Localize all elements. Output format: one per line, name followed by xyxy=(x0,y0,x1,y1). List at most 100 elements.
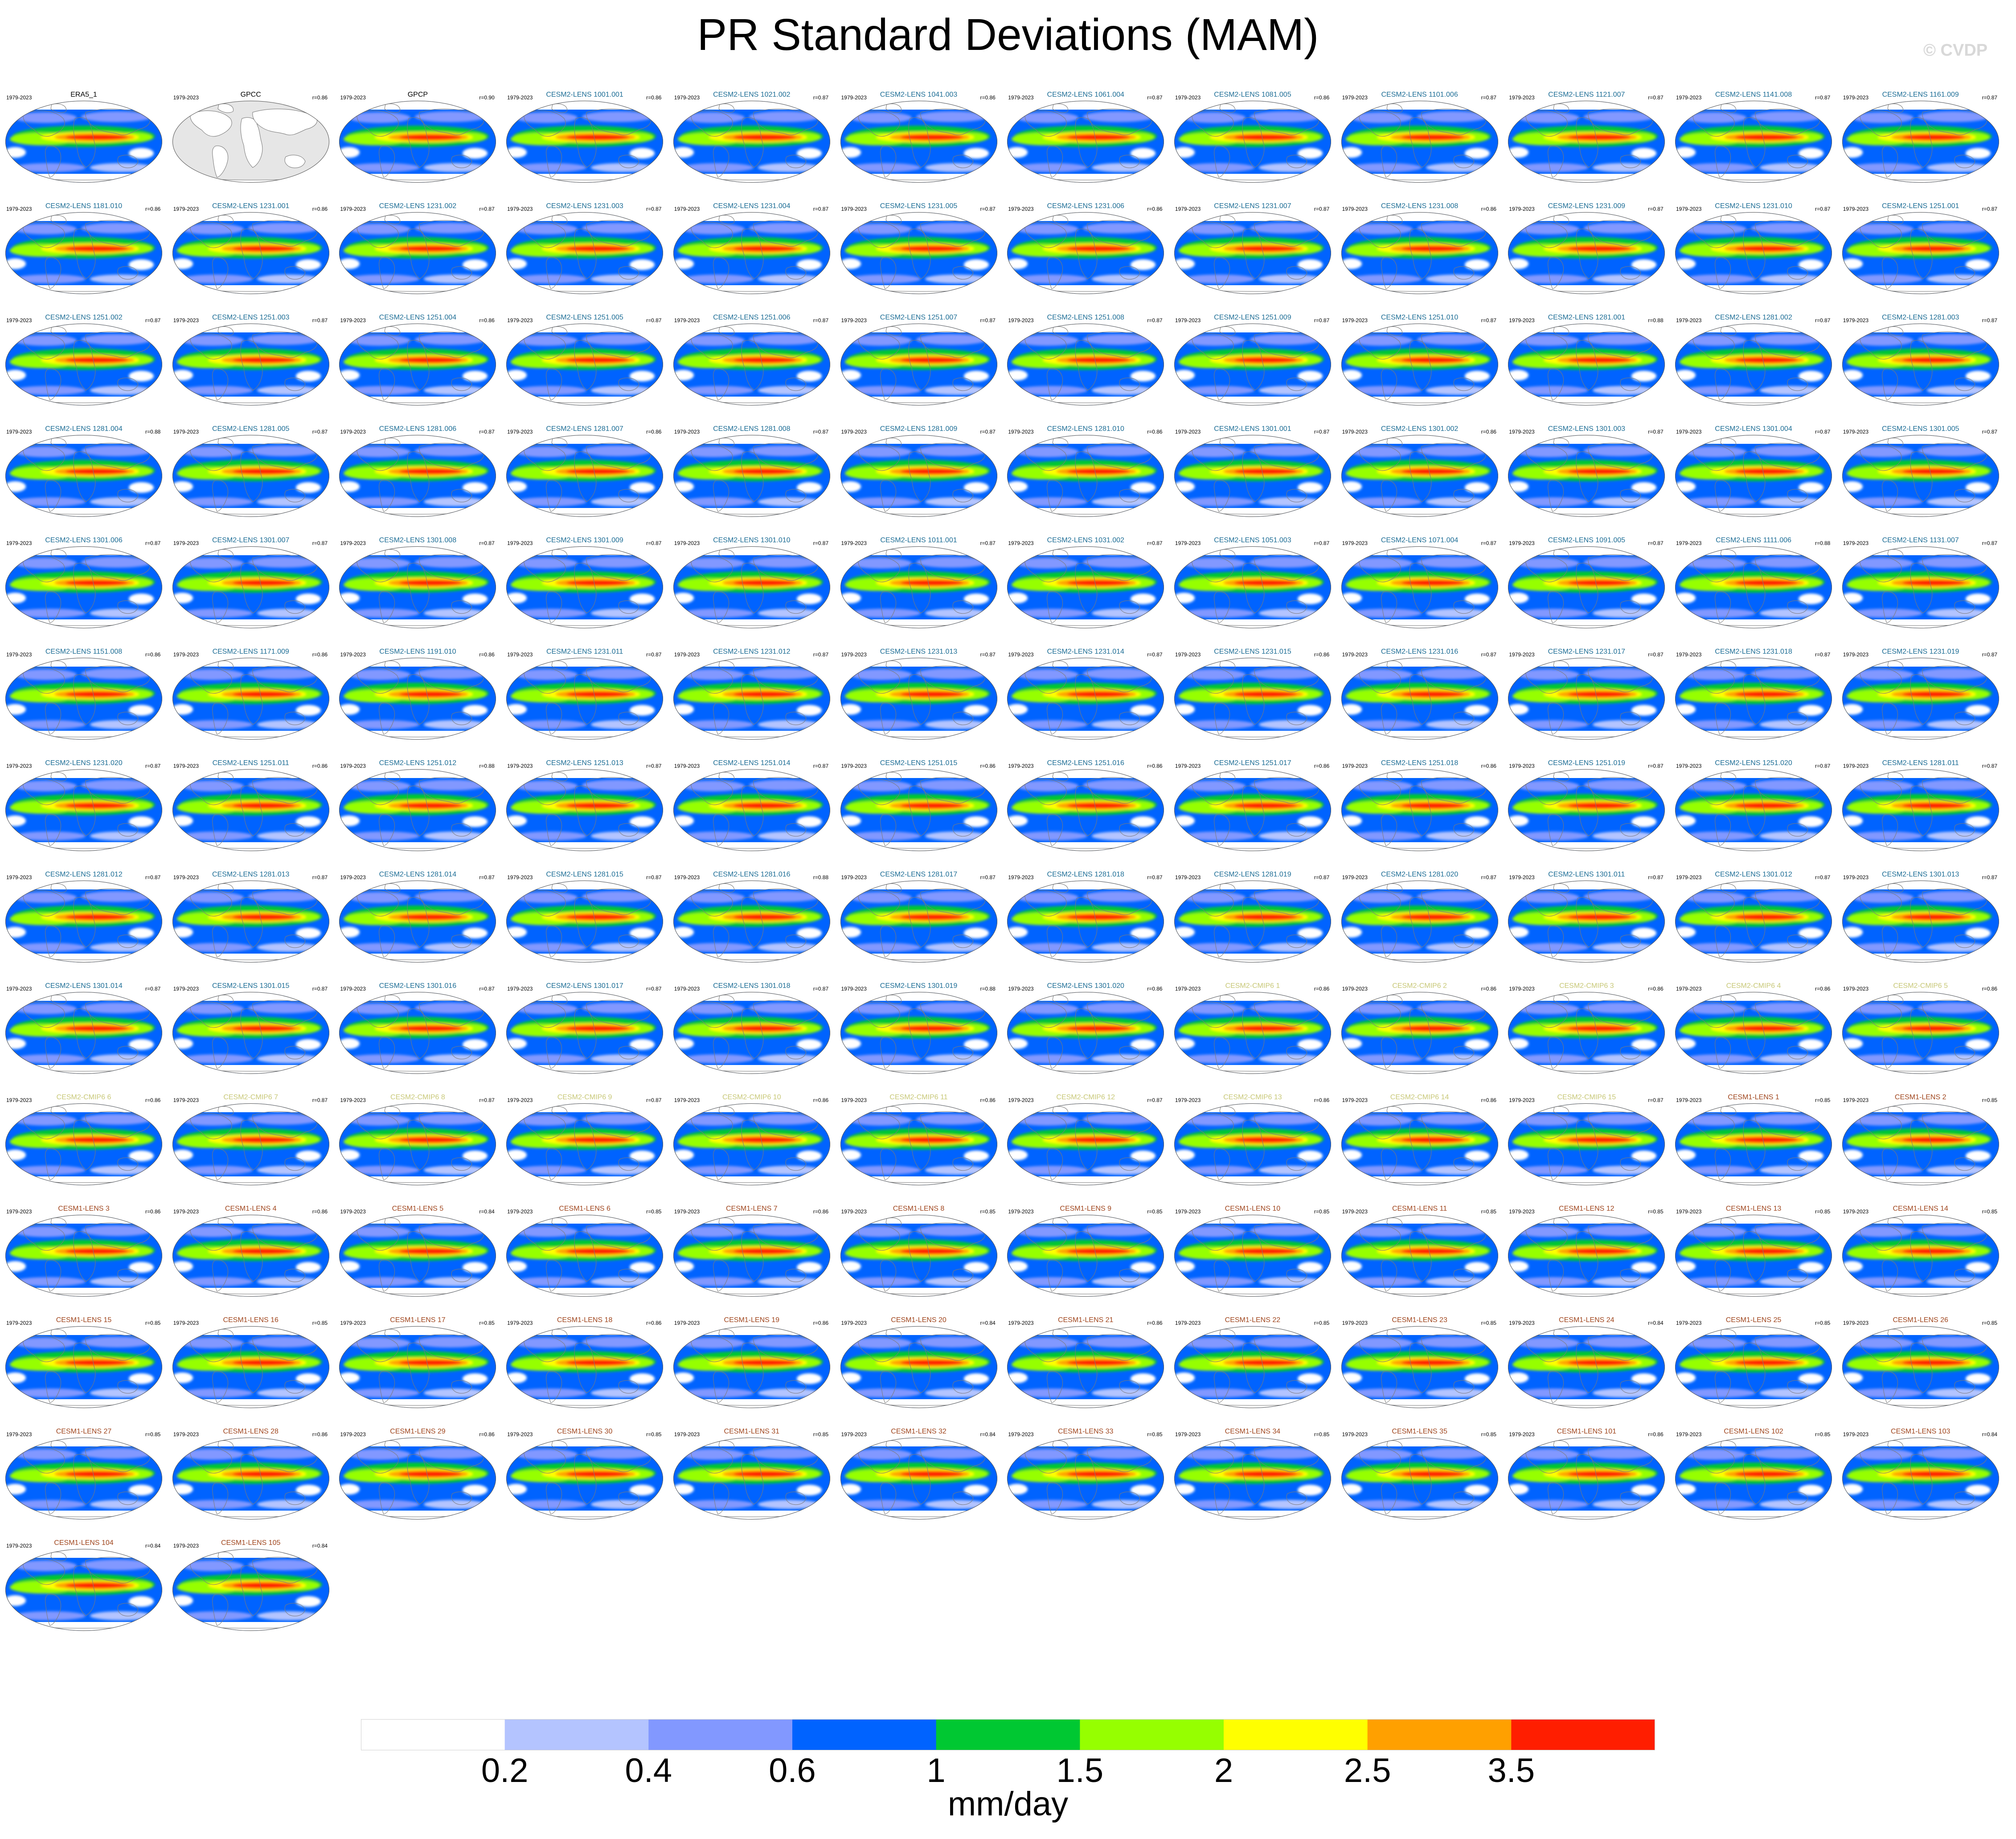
panel-correlation: r=0.86 xyxy=(1147,206,1163,212)
map-panel: 1979-2023 CESM1-LENS 104 r=0.84 xyxy=(1,1538,167,1643)
map-panel: 1979-2023 CESM2-LENS 1251.001 r=0.87 xyxy=(1838,201,2004,307)
colorbar-tick-label: 0.4 xyxy=(625,1752,672,1790)
world-map xyxy=(339,1326,496,1408)
panel-period: 1979-2023 xyxy=(841,206,867,212)
panel-period: 1979-2023 xyxy=(1342,1320,1368,1326)
panel-title: CESM2-LENS 1281.007 xyxy=(546,425,623,433)
world-map xyxy=(172,1326,329,1408)
world-map xyxy=(1675,658,1832,740)
panel-title: CESM1-LENS 26 xyxy=(1893,1316,1948,1324)
world-map xyxy=(1842,769,1999,851)
panel-title: CESM1-LENS 11 xyxy=(1392,1205,1447,1212)
panel-correlation: r=0.87 xyxy=(646,317,662,324)
panel-period: 1979-2023 xyxy=(1175,540,1201,546)
panel-period: 1979-2023 xyxy=(674,874,700,881)
panel-title: CESM2-LENS 1231.008 xyxy=(1381,202,1459,210)
panel-correlation: r=0.87 xyxy=(1815,94,1831,101)
map-panel: 1979-2023 CESM2-LENS 1251.017 r=0.86 xyxy=(1170,758,1336,864)
world-map xyxy=(1675,1103,1832,1185)
panel-title: CESM2-LENS 1011.001 xyxy=(880,537,957,544)
world-map xyxy=(1508,1438,1665,1520)
colorbar-tick-label: 3.5 xyxy=(1487,1752,1535,1790)
map-panel: 1979-2023 CESM2-LENS 1231.014 r=0.87 xyxy=(1003,647,1168,752)
panel-title: CESM2-LENS 1301.001 xyxy=(1214,425,1291,433)
world-map xyxy=(506,881,664,963)
map-panel: 1979-2023 CESM2-LENS 1081.005 r=0.86 xyxy=(1170,90,1336,195)
world-map xyxy=(1007,1103,1164,1185)
panel-period: 1979-2023 xyxy=(340,651,366,658)
panel-title: CESM2-LENS 1251.017 xyxy=(1214,759,1291,767)
panel-title: CESM2-LENS 1281.012 xyxy=(45,871,123,878)
panel-correlation: r=0.88 xyxy=(1815,540,1831,546)
map-panel: 1979-2023 CESM2-LENS 1281.010 r=0.86 xyxy=(1003,424,1168,529)
world-map xyxy=(673,546,830,628)
panel-period: 1979-2023 xyxy=(674,317,700,324)
map-panel: 1979-2023 CESM2-LENS 1301.018 r=0.87 xyxy=(669,981,835,1086)
map-panel: 1979-2023 CESM2-CMIP6 1 r=0.86 xyxy=(1170,981,1336,1086)
world-map xyxy=(339,881,496,963)
panel-period: 1979-2023 xyxy=(1676,94,1702,101)
map-panel: 1979-2023 CESM1-LENS 4 r=0.86 xyxy=(168,1204,334,1309)
panel-correlation: r=0.84 xyxy=(479,1208,495,1215)
world-map xyxy=(1174,546,1331,628)
panel-period: 1979-2023 xyxy=(1843,1320,1869,1326)
panel-correlation: r=0.87 xyxy=(1648,94,1664,101)
map-panel: 1979-2023 CESM1-LENS 14 r=0.85 xyxy=(1838,1204,2004,1309)
panel-period: 1979-2023 xyxy=(1342,1431,1368,1438)
panel-title: CESM2-LENS 1301.005 xyxy=(1881,425,1959,433)
panel-correlation: r=0.87 xyxy=(646,874,662,881)
panel-correlation: r=0.90 xyxy=(479,94,495,101)
world-map xyxy=(339,658,496,740)
panel-title: CESM1-LENS 15 xyxy=(56,1316,112,1324)
panel-period: 1979-2023 xyxy=(841,986,867,992)
world-map xyxy=(1508,212,1665,294)
map-panel: 1979-2023 CESM2-CMIP6 9 r=0.87 xyxy=(502,1093,668,1198)
panel-correlation: r=0.85 xyxy=(813,1431,829,1438)
world-map xyxy=(673,1326,830,1408)
world-map xyxy=(1675,1438,1832,1520)
map-panel: 1979-2023 CESM2-LENS 1301.006 r=0.87 xyxy=(1,536,167,641)
map-panel: 1979-2023 CESM2-LENS 1281.019 r=0.87 xyxy=(1170,870,1336,975)
panel-title: CESM2-LENS 1231.017 xyxy=(1548,648,1626,655)
panel-period: 1979-2023 xyxy=(1008,206,1034,212)
map-panel: 1979-2023 CESM1-LENS 31 r=0.85 xyxy=(669,1427,835,1532)
panel-correlation: r=0.86 xyxy=(312,1431,328,1438)
panel-period: 1979-2023 xyxy=(841,1097,867,1103)
panel-correlation: r=0.86 xyxy=(1314,986,1330,992)
world-map xyxy=(1508,1103,1665,1185)
panel-title: CESM2-CMIP6 4 xyxy=(1726,982,1781,990)
panel-period: 1979-2023 xyxy=(507,763,533,769)
panel-period: 1979-2023 xyxy=(1342,986,1368,992)
panel-correlation: r=0.86 xyxy=(813,1208,829,1215)
map-panel: 1979-2023 CESM2-LENS 1191.010 r=0.86 xyxy=(335,647,500,752)
panel-title: CESM1-LENS 32 xyxy=(891,1428,947,1435)
panel-title: CESM1-LENS 24 xyxy=(1559,1316,1614,1324)
panel-correlation: r=0.88 xyxy=(813,874,829,881)
map-panel: 1979-2023 CESM2-LENS 1151.008 r=0.86 xyxy=(1,647,167,752)
map-panel: 1979-2023 CESM1-LENS 21 r=0.86 xyxy=(1003,1315,1168,1421)
colorbar-tick-label: 0.2 xyxy=(481,1752,529,1790)
map-panel: 1979-2023 CESM2-LENS 1251.019 r=0.87 xyxy=(1504,758,1669,864)
panel-correlation: r=0.87 xyxy=(1314,206,1330,212)
panel-period: 1979-2023 xyxy=(1676,317,1702,324)
map-panel: 1979-2023 CESM1-LENS 27 r=0.85 xyxy=(1,1427,167,1532)
panel-title: CESM2-CMIP6 13 xyxy=(1223,1094,1282,1101)
world-map xyxy=(840,992,997,1074)
panel-period: 1979-2023 xyxy=(841,540,867,546)
panel-correlation: r=0.87 xyxy=(813,317,829,324)
panel-period: 1979-2023 xyxy=(507,986,533,992)
panel-title: CESM2-LENS 1251.018 xyxy=(1381,759,1459,767)
world-map xyxy=(1842,546,1999,628)
map-panel: 1979-2023 CESM1-LENS 16 r=0.85 xyxy=(168,1315,334,1421)
colorbar-swatch xyxy=(1511,1719,1655,1750)
panel-title: CESM2-LENS 1301.014 xyxy=(45,982,123,990)
panel-correlation: r=0.87 xyxy=(312,874,328,881)
panel-title: CESM1-LENS 7 xyxy=(726,1205,778,1212)
world-map xyxy=(339,769,496,851)
world-map xyxy=(1675,101,1832,183)
panel-title: CESM2-LENS 1301.009 xyxy=(546,537,623,544)
map-panel: 1979-2023 CESM2-LENS 1251.011 r=0.86 xyxy=(168,758,334,864)
panel-title: CESM2-LENS 1071.004 xyxy=(1381,537,1459,544)
map-panel: 1979-2023 CESM2-CMIP6 14 r=0.86 xyxy=(1337,1093,1503,1198)
panel-correlation: r=0.87 xyxy=(646,986,662,992)
